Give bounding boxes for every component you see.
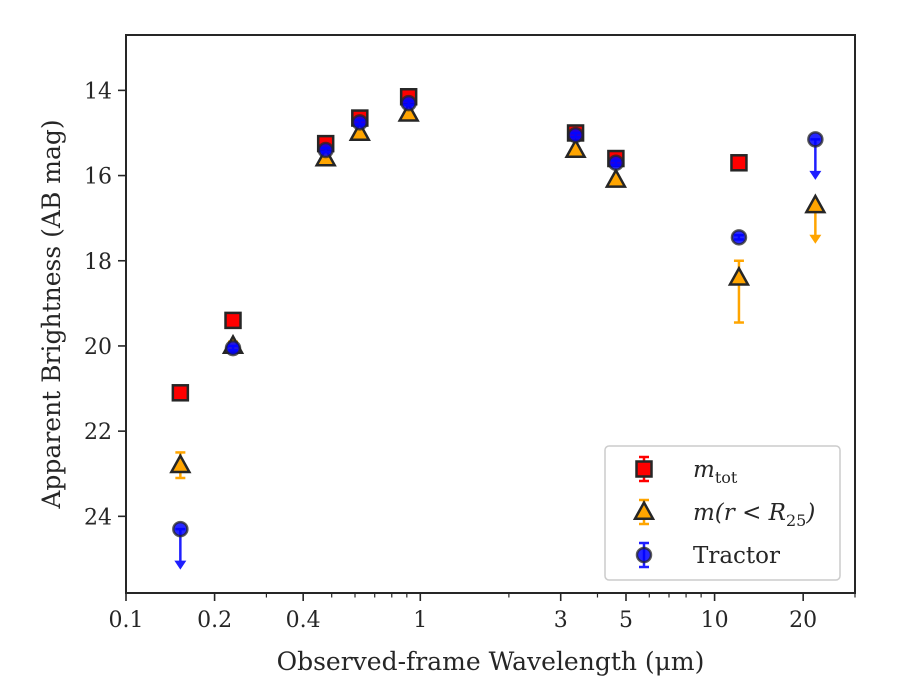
x-tick-label: 0.1 (109, 608, 144, 633)
y-tick-label: 14 (84, 79, 112, 104)
data-point-tractor (607, 154, 625, 172)
x-axis: 0.1 0.2 0.4 1 3 5 10 20 (109, 593, 856, 633)
x-tick-label: 5 (619, 608, 633, 633)
x-tick-label: 0.2 (197, 608, 232, 633)
data-point-mr25 (804, 193, 827, 214)
x-tick-label: 0.4 (286, 608, 321, 633)
plot-area (169, 88, 827, 570)
legend-marker-mr25 (632, 499, 656, 520)
data-point-mtot (224, 311, 242, 330)
legend-label-mr25: m(r < R25) (693, 500, 815, 530)
x-tick-label: 10 (701, 608, 729, 633)
legend: mtot m(r < R25) Tractor (604, 445, 841, 581)
data-point-tractor (351, 114, 369, 131)
y-tick-label: 22 (84, 420, 112, 445)
data-point-mr25 (564, 137, 587, 159)
x-axis-label: Observed-frame Wavelength (μm) (277, 647, 705, 676)
y-tick-label: 16 (84, 165, 112, 190)
series-mtot (171, 88, 748, 402)
data-point-tractor (400, 94, 417, 112)
y-tick-label: 20 (84, 335, 112, 360)
series-tractor (172, 94, 824, 570)
data-point-tractor (730, 229, 748, 246)
data-point-tractor (317, 141, 334, 159)
y-tick-label: 24 (84, 505, 112, 530)
data-point-mr25 (348, 120, 371, 141)
data-point-tractor (224, 339, 242, 357)
data-point-tractor (807, 131, 824, 148)
legend-label-mtot: mtot (693, 457, 738, 487)
data-point-mtot (730, 154, 748, 172)
y-axis: 14 16 18 20 22 24 (84, 79, 126, 530)
legend-label-tractor: Tractor (693, 543, 780, 569)
axes-frame (125, 34, 856, 594)
data-point-mr25 (727, 265, 751, 286)
data-point-mr25 (604, 167, 628, 188)
data-point-mr25 (397, 101, 420, 122)
data-point-tractor (567, 126, 584, 144)
legend-marker-tractor (635, 546, 653, 564)
data-point-mtot (171, 384, 190, 402)
legend-marker-mtot (635, 460, 653, 478)
x-tick-label: 3 (554, 608, 568, 633)
data-point-tractor (172, 520, 189, 538)
x-tick-label: 20 (789, 608, 817, 633)
y-axis-label: Apparent Brightness (AB mag) (37, 119, 66, 509)
legend-box (604, 445, 841, 581)
data-point-mr25 (169, 453, 192, 474)
y-tick-label: 18 (84, 250, 112, 275)
x-tick-label: 1 (413, 608, 427, 633)
series-mr25 (169, 101, 827, 480)
